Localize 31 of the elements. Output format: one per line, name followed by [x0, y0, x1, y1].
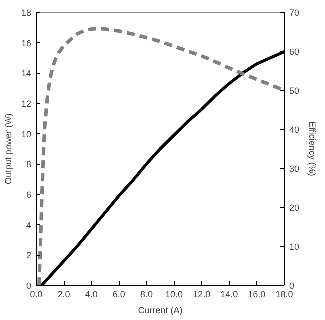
y2-tick-label: 0	[290, 281, 295, 291]
x-tick-label: 6.0	[112, 290, 126, 300]
y-tick-label: 10	[21, 129, 32, 140]
y2-tick-label: 40	[290, 125, 300, 135]
x-tick-label: 14.0	[220, 290, 238, 300]
y-tick-label: 14	[21, 68, 32, 79]
y2-tick-label: 70	[290, 8, 300, 18]
y-tick-label: 2	[26, 250, 32, 261]
y2-tick-label: 60	[290, 47, 300, 57]
x-tick-label: 18.0	[276, 290, 294, 300]
y2-axis-title: Efficiency (%)	[308, 122, 318, 176]
y2-tick-label: 50	[290, 86, 300, 96]
x-tick-label: 2.0	[58, 290, 70, 300]
y2-tick-label: 10	[290, 242, 300, 252]
y-tick-label: 4	[26, 220, 32, 230]
x-tick-label: 16.0	[248, 290, 266, 300]
x-tick-label: 0.0	[30, 290, 43, 300]
y2-tick-label: 20	[290, 203, 300, 213]
x-axis-title: Current (A)	[138, 306, 183, 316]
y-tick-label: 16	[21, 38, 32, 48]
y2-tick-label: 30	[290, 164, 300, 174]
y-tick-label: 8	[26, 160, 32, 170]
x-tick-label: 12.0	[193, 290, 211, 300]
y-axis-title: Output power (W)	[3, 113, 14, 185]
x-tick-label: 4.0	[85, 290, 98, 300]
y-tick-label: 0	[26, 281, 32, 291]
y-tick-label: 6	[26, 190, 32, 200]
y-tick-label: 12	[21, 99, 32, 109]
x-tick-label: 8.0	[140, 290, 153, 300]
x-tick-label: 10.0	[166, 290, 184, 300]
y-tick-label: 18	[21, 8, 32, 18]
